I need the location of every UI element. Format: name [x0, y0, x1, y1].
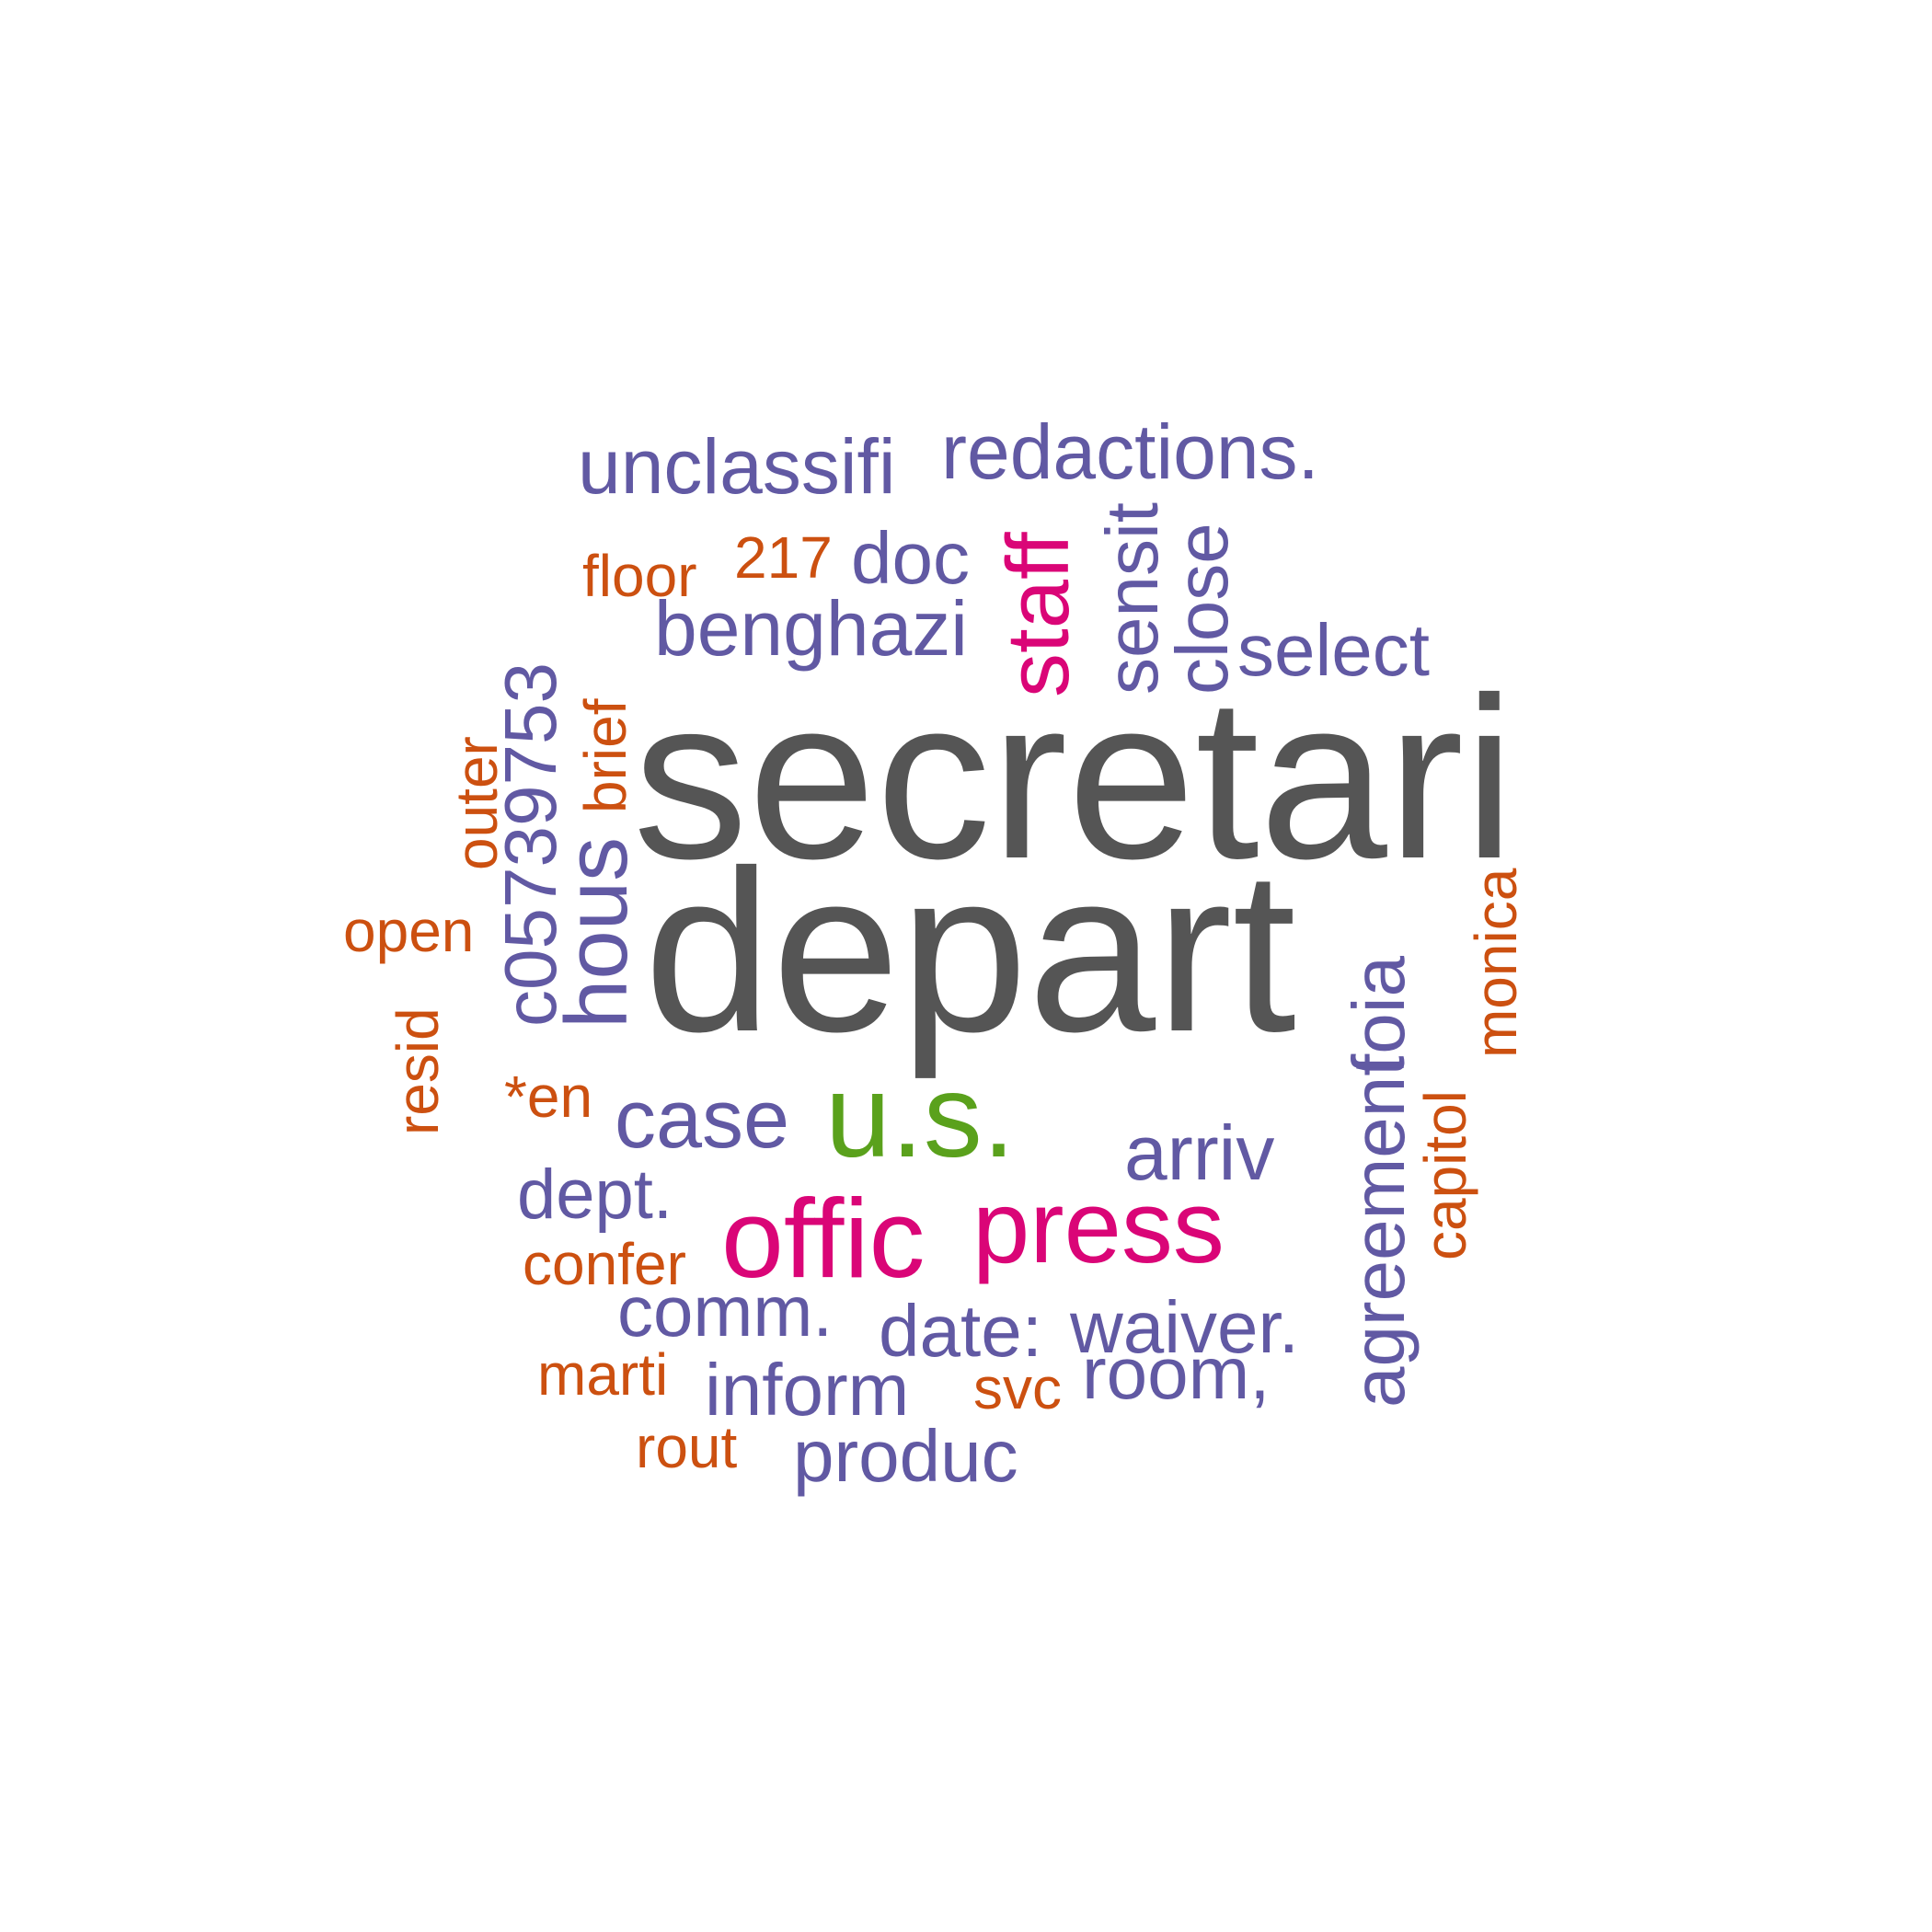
- word-hous: hous: [547, 837, 646, 1029]
- word-foia: foia: [1338, 956, 1420, 1075]
- word-resid: resid: [385, 1007, 451, 1135]
- word-redactions: redactions.: [941, 408, 1319, 495]
- word-rout: rout: [636, 1414, 738, 1480]
- word-comm: comm.: [617, 1271, 833, 1351]
- word-sensit: sensit: [1091, 502, 1173, 695]
- word-depart: depart: [644, 822, 1296, 1079]
- word-open: open: [343, 898, 474, 964]
- word-arriv: arriv: [1124, 1110, 1274, 1196]
- word-confer: confer: [523, 1231, 686, 1297]
- word-inform: inform: [705, 1349, 909, 1431]
- word-select: select: [1237, 609, 1430, 691]
- word-produc: produc: [793, 1415, 1018, 1497]
- word-room: room,: [1082, 1332, 1271, 1414]
- word-floor: floor: [582, 543, 697, 609]
- word-agreement: agreement: [1338, 1056, 1420, 1408]
- word-marti: marti: [537, 1341, 668, 1408]
- word-c05739753: c05739753: [489, 662, 571, 1027]
- word-brief: brief: [572, 698, 638, 813]
- word-staff: staff: [989, 532, 1087, 697]
- word-svc: svc: [973, 1355, 1062, 1421]
- word-us: u.s.: [825, 1051, 1015, 1182]
- word-press: press: [972, 1169, 1225, 1284]
- word-secretari: secretari: [633, 650, 1515, 906]
- word-doc: doc: [851, 517, 970, 599]
- word-outer: outer: [443, 736, 510, 870]
- word-date: date:: [879, 1290, 1042, 1372]
- word-offic: offic: [721, 1176, 926, 1301]
- word-en: *en: [504, 1064, 592, 1130]
- word-waiver: waiver.: [1069, 1286, 1299, 1368]
- word-dept: dept.: [517, 1156, 673, 1234]
- word-capitol: capitol: [1412, 1090, 1478, 1260]
- word-case: case: [615, 1074, 789, 1166]
- word-217: 217: [734, 524, 833, 591]
- word-unclassifi: unclassifi: [578, 423, 895, 510]
- word-benghazi: benghazi: [654, 585, 968, 672]
- word-close: close: [1161, 523, 1243, 695]
- word-monica: monica: [1463, 868, 1529, 1058]
